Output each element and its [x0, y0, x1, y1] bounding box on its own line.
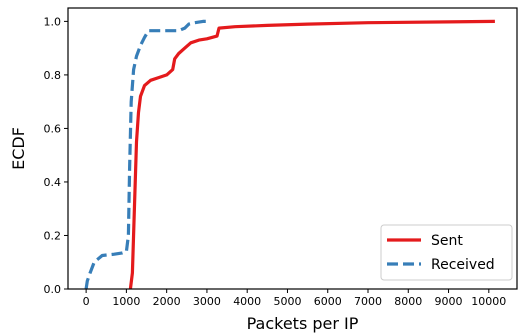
- y-tick-label: 0.8: [44, 69, 62, 82]
- ticks-layer: 0 1000 2000 3000 4000 5000 6000 7000 8000 9000 100…: [44, 15, 507, 308]
- y-tick-label: 0.6: [44, 122, 62, 135]
- y-tick-label: 1.0: [44, 15, 62, 28]
- legend-label-received: Received: [431, 257, 495, 273]
- x-tick-label: 4000: [233, 295, 261, 308]
- legend-label-sent: Sent: [431, 233, 463, 249]
- x-tick-label: 9000: [435, 295, 463, 308]
- x-tick-label: 0: [83, 295, 90, 308]
- x-tick-label: 2000: [153, 295, 181, 308]
- y-axis-label: ECDF: [9, 127, 28, 170]
- x-tick-label: 5000: [273, 295, 301, 308]
- x-axis-label: Packets per IP: [247, 314, 359, 333]
- y-tick-label: 0.0: [44, 283, 62, 296]
- series-line-received: [84, 19, 207, 290]
- series-lines-layer: [84, 19, 495, 290]
- series-line-sent: [128, 19, 495, 290]
- plot-frame: [67, 7, 518, 290]
- x-tick-label: 6000: [314, 295, 342, 308]
- legend: Sent Received: [380, 224, 513, 281]
- y-tick-label: 0.2: [44, 229, 62, 242]
- x-tick-label: 8000: [394, 295, 422, 308]
- x-tick-label: 1000: [112, 295, 140, 308]
- x-tick-label: 7000: [354, 295, 382, 308]
- x-tick-label: 10000: [471, 295, 506, 308]
- y-tick-label: 0.4: [44, 176, 62, 189]
- x-tick-label: 3000: [193, 295, 221, 308]
